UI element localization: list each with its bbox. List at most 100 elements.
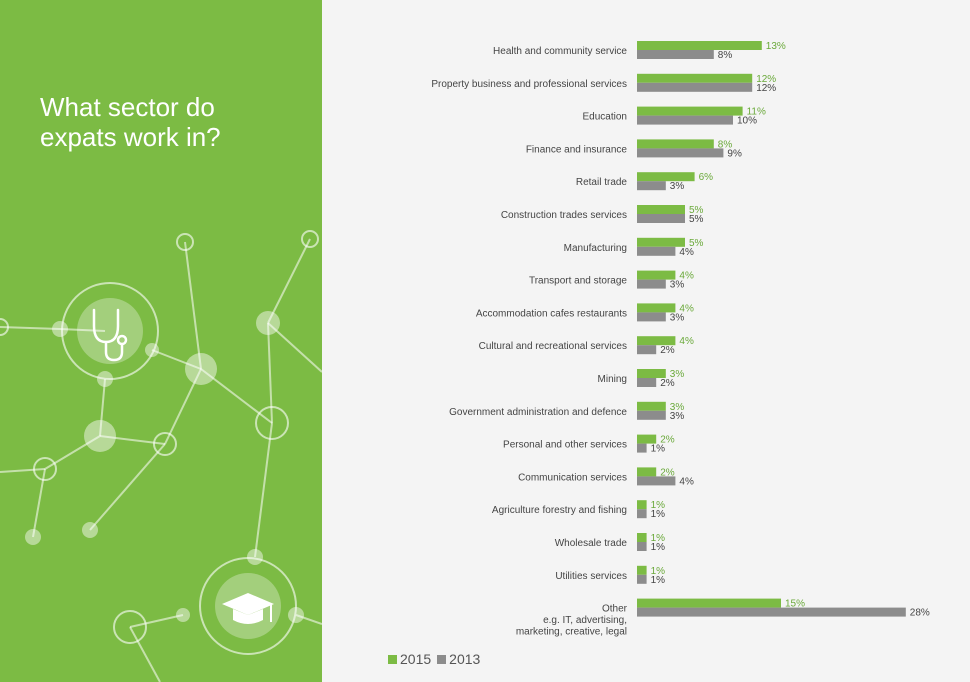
data-label-2015: 4% xyxy=(679,271,694,282)
category-label: Communication services xyxy=(518,472,627,483)
bar-2013 xyxy=(637,279,666,289)
network-decoration xyxy=(0,230,322,682)
category-label: Health and community service xyxy=(493,46,627,57)
data-label-2013: 3% xyxy=(670,411,685,422)
data-label-2013: 28% xyxy=(910,608,930,619)
title-panel: What sector do expats work in? xyxy=(0,0,322,682)
category-label: Other xyxy=(602,604,628,615)
data-label-2013: 10% xyxy=(737,116,757,127)
bar-2013 xyxy=(637,378,657,387)
data-label-2013: 9% xyxy=(727,148,742,159)
data-label-2015: 4% xyxy=(679,303,694,314)
data-label-2015: 5% xyxy=(689,238,704,249)
data-label-2015: 3% xyxy=(670,369,685,380)
bar-2013 xyxy=(637,607,906,617)
category-label: Mining xyxy=(598,374,627,385)
legend-item-2013: 2013 xyxy=(437,651,480,667)
bar-2013 xyxy=(637,509,647,519)
category-label: Property business and professional servi… xyxy=(431,79,627,90)
data-label-2013: 2% xyxy=(660,345,675,356)
bar-2015 xyxy=(637,270,676,280)
bar-2015 xyxy=(637,401,666,411)
chart-legend: 2015 2013 xyxy=(388,651,486,667)
bar-2013 xyxy=(637,345,657,355)
data-label-2015: 4% xyxy=(679,336,694,347)
bar-2013 xyxy=(637,312,666,322)
bar-2013 xyxy=(637,82,753,92)
data-label-2013: 5% xyxy=(689,214,704,225)
data-label-2013: 1% xyxy=(651,575,666,586)
data-label-2015: 1% xyxy=(651,533,666,544)
data-label-2013: 8% xyxy=(718,50,733,61)
data-label-2013: 3% xyxy=(670,181,685,192)
data-label-2015: 11% xyxy=(747,107,766,118)
bar-2015 xyxy=(637,172,695,182)
data-label-2013: 1% xyxy=(651,444,666,455)
data-label-2015: 3% xyxy=(670,402,685,413)
bar-2013 xyxy=(637,214,685,223)
data-label-2013: 4% xyxy=(679,476,694,487)
bar-2013 xyxy=(637,246,676,256)
bar-2013 xyxy=(637,410,666,420)
data-label-2013: 3% xyxy=(670,312,685,323)
bar-2015 xyxy=(637,336,676,346)
category-label: Education xyxy=(583,112,627,123)
category-label: Cultural and recreational services xyxy=(479,341,627,352)
data-label-2015: 2% xyxy=(660,467,675,478)
bar-2013 xyxy=(637,542,647,551)
bar-2015 xyxy=(637,41,762,50)
data-label-2015: 5% xyxy=(689,205,704,216)
bar-2015 xyxy=(637,500,647,510)
category-label: Government administration and defence xyxy=(449,407,627,418)
bar-2015 xyxy=(637,106,743,116)
bar-2015 xyxy=(637,598,781,608)
page-title-line-2: expats work in? xyxy=(40,122,221,152)
data-label-2013: 12% xyxy=(756,83,776,94)
data-label-2015: 1% xyxy=(651,500,666,511)
category-label: Transport and storage xyxy=(529,276,627,287)
category-label: Finance and insurance xyxy=(526,144,628,155)
category-label: marketing, creative, legal xyxy=(516,627,627,638)
category-label: e.g. IT, advertising, xyxy=(543,615,627,626)
bar-2013 xyxy=(637,476,676,486)
category-label: Agriculture forestry and fishing xyxy=(492,505,627,516)
data-label-2013: 1% xyxy=(651,542,666,553)
data-label-2015: 1% xyxy=(651,566,666,577)
bar-2013 xyxy=(637,115,733,125)
legend-label-2013: 2013 xyxy=(449,651,481,667)
bar-2015 xyxy=(637,237,685,247)
data-label-2015: 6% xyxy=(699,172,714,183)
data-label-2015: 2% xyxy=(660,435,675,446)
bar-2015 xyxy=(637,369,666,378)
bar-2015 xyxy=(637,205,685,214)
legend-swatch-2013 xyxy=(437,654,447,664)
bar-2013 xyxy=(637,148,724,158)
bar-2013 xyxy=(637,574,647,584)
category-label: Utilities services xyxy=(555,571,627,582)
page-title-line-1: What sector do xyxy=(40,92,215,122)
bar-2013 xyxy=(637,181,666,191)
bar-2013 xyxy=(637,443,647,453)
legend-item-2015: 2015 xyxy=(388,651,431,667)
category-label: Manufacturing xyxy=(564,243,627,254)
graduation-cap-icon xyxy=(222,593,274,624)
legend-label-2015: 2015 xyxy=(400,651,432,667)
legend-swatch-2015 xyxy=(388,654,397,664)
data-label-2013: 4% xyxy=(679,247,694,258)
bar-2015 xyxy=(637,73,753,83)
sector-bar-chart: 13% 8% Health and community service 12%12% P… xyxy=(431,41,930,638)
data-label-2015: 8% xyxy=(718,139,733,150)
data-label-2015: 12% xyxy=(756,74,776,85)
data-label-2013: 2% xyxy=(660,378,675,389)
bar-2015 xyxy=(637,533,647,542)
stethoscope-icon xyxy=(92,308,128,362)
data-label-2013: 3% xyxy=(670,280,685,291)
data-label-2013: 1% xyxy=(651,509,666,520)
bar-2015 xyxy=(637,434,657,444)
bar-2015 xyxy=(637,303,676,313)
bar-2015 xyxy=(637,565,647,575)
category-label: Construction trades services xyxy=(501,210,627,221)
bar-2015 xyxy=(637,467,657,477)
category-label: Accommodation cafes restaurants xyxy=(476,308,627,319)
